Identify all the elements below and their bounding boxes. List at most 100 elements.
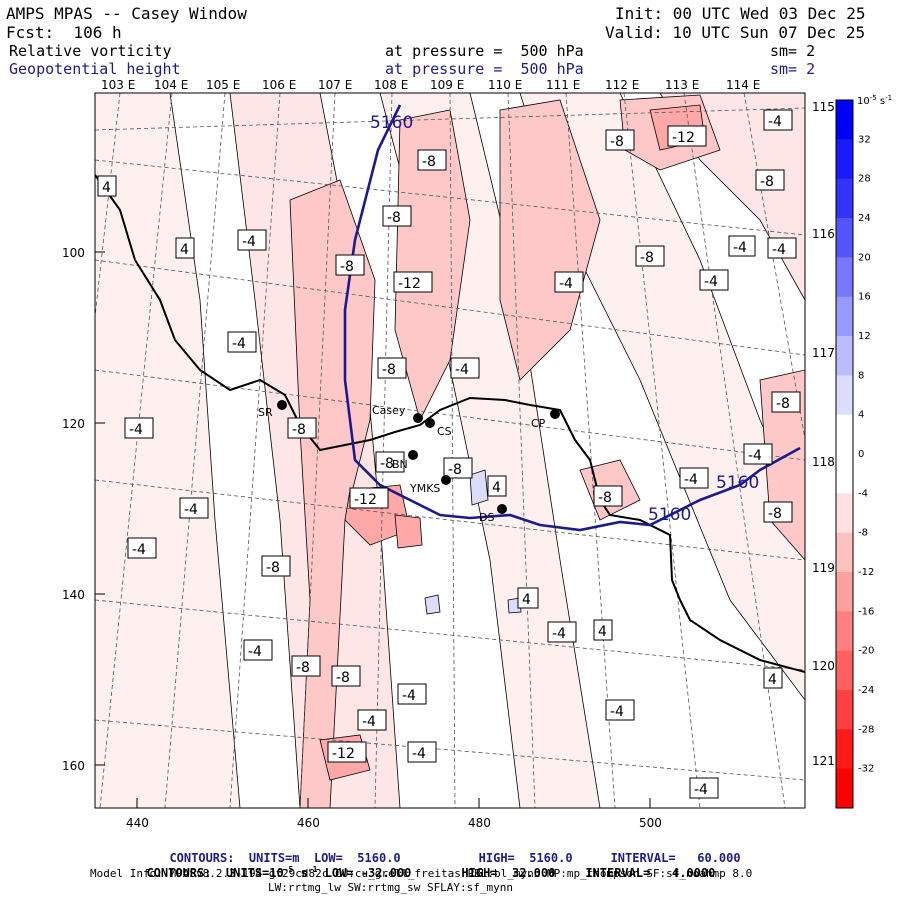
y-tick: 140 [62,588,85,602]
svg-text:-4: -4 [733,240,747,256]
contour-label: -4 [237,229,267,251]
colorbar-label: -16 [858,606,874,617]
station-dot-cs [425,418,435,428]
colorbar-cell [836,729,853,770]
colorbar-cell [836,572,853,612]
footer-vort-s: s [293,866,308,880]
lon-label: 109 E [430,78,464,92]
svg-text:-4: -4 [184,502,198,518]
contour-label: 4 [593,619,613,641]
colorbar-cell [836,532,853,573]
lon-label: 106 E [262,78,296,92]
contour-label: -4 [605,699,635,721]
station-dot-bn [408,450,418,460]
svg-text:-8: -8 [387,210,401,226]
station-dot-casey [413,413,423,423]
height-label: 5160 [716,473,759,493]
map-frame [94,92,806,809]
colorbar-label: 16 [858,292,871,303]
svg-text:-4: -4 [559,276,573,292]
stations: SR Casey CS BN YMKS DS CP [258,400,560,524]
svg-text:4: 4 [102,180,111,196]
contour-label: -12 [349,487,389,509]
svg-text:-12: -12 [332,746,355,762]
colorbar-label: 20 [858,252,871,263]
contour-label: -8 [755,169,785,191]
svg-text:-4: -4 [242,234,256,250]
station-dot-ds [497,504,507,514]
contour-label: -8 [382,205,412,227]
colorbar-cell [836,296,853,337]
svg-text:-4: -4 [704,274,718,290]
svg-text:-8: -8 [292,422,306,438]
station-label-sr: SR [258,406,273,419]
contour-label: -8 [287,417,317,439]
contour-label: -8 [605,129,635,151]
colorbar: 10-5 s-1 32 28 24 20 16 12 8 4 0 -4 -8 -12 -16 -20 -24… [835,94,892,809]
colorbar-cell [836,611,853,652]
contour-labels: 4 4 -4 -4 -4 -4 -4 -4 -8 -8 -8 -12 -8 -4… [97,109,801,799]
contour-label: 4 [517,587,539,609]
height-label: 5160 [648,505,691,525]
svg-text:-8: -8 [776,396,790,412]
lon-label: 112 E [605,78,639,92]
footer-vort-interval: INTERVAL= 4.0000 [585,866,716,880]
colorbar-cell [836,768,853,809]
y-tick: 120 [62,417,85,431]
contour-label: -8 [291,655,321,677]
init-time: Init: 00 UTC Wed 03 Dec 25 [615,4,866,23]
x-tick: 500 [639,816,662,830]
colorbar-cell [836,218,853,258]
contour-label: -8 [593,485,623,507]
svg-text:-4: -4 [402,688,416,704]
svg-text:-8: -8 [380,456,394,472]
svg-text:-4: -4 [412,746,426,762]
colorbar-cell [836,336,853,376]
station-label-cp: CP [531,417,546,430]
colorbar-label: -24 [858,685,874,696]
contour-label: -4 [397,683,427,705]
colorbar-label: -12 [858,567,874,578]
station-label-casey: Casey [372,404,406,417]
x-tick: 460 [297,816,320,830]
footer-height-interval: INTERVAL= 60.000 [610,851,741,865]
colorbar-unit: 10-5 s-1 [857,94,892,107]
contour-label: -8 [261,555,291,577]
contour-label: -4 [357,709,387,731]
contour-label: -8 [335,254,365,276]
lon-label: 107 E [318,78,352,92]
forecast-hour: Fcst: 106 h [6,23,122,42]
contour-label: -8 [763,501,793,523]
contour-label: -8 [771,391,801,413]
colorbar-cell [836,650,853,691]
footer-vort-prefix: CONTOURS: UNITS=10 [146,866,284,880]
x-axis: 440 460 480 500 [126,798,662,830]
footer-model-info-2: LW:rrtmg_lw SW:rrtmg_sw SFLAY:sf_mynn [268,881,514,894]
svg-text:-4: -4 [772,242,786,258]
svg-text:-12: -12 [398,276,421,292]
station-dot-ymks [441,475,451,485]
svg-text:-8: -8 [448,462,462,478]
contour-label: -4 [547,621,577,643]
colorbar-label: -8 [858,528,868,539]
footer-model-info: Model Info: MPASv8.2.3-194-gf29cd82c CU:… [90,867,753,880]
field2-name: Geopotential height [9,60,181,78]
contour-label: -4 [728,235,756,257]
y-axis: 100 120 140 160 [62,246,105,773]
svg-text:-8: -8 [382,362,396,378]
contour-label: -4 [767,237,797,259]
svg-text:-4: -4 [694,782,708,798]
footer-height-contours: CONTOURS: UNITS=m LOW= 5160.0 HIGH= 5160.… [155,840,741,865]
lon-label: 104 E [154,78,188,92]
map-title: AMPS MPAS -- Casey Window [6,4,247,23]
contour-label: -12 [327,741,367,763]
colorbar-cell [836,414,853,455]
y-tick: 100 [62,246,85,260]
field1-smoothing: sm= 2 [770,42,816,60]
station-label-cs: CS [437,425,452,438]
lon-label: 111 E [546,78,580,92]
footer-vort-exp2: -1 [307,865,318,874]
colorbar-cell [836,100,853,140]
contour-label: -4 [227,331,257,353]
